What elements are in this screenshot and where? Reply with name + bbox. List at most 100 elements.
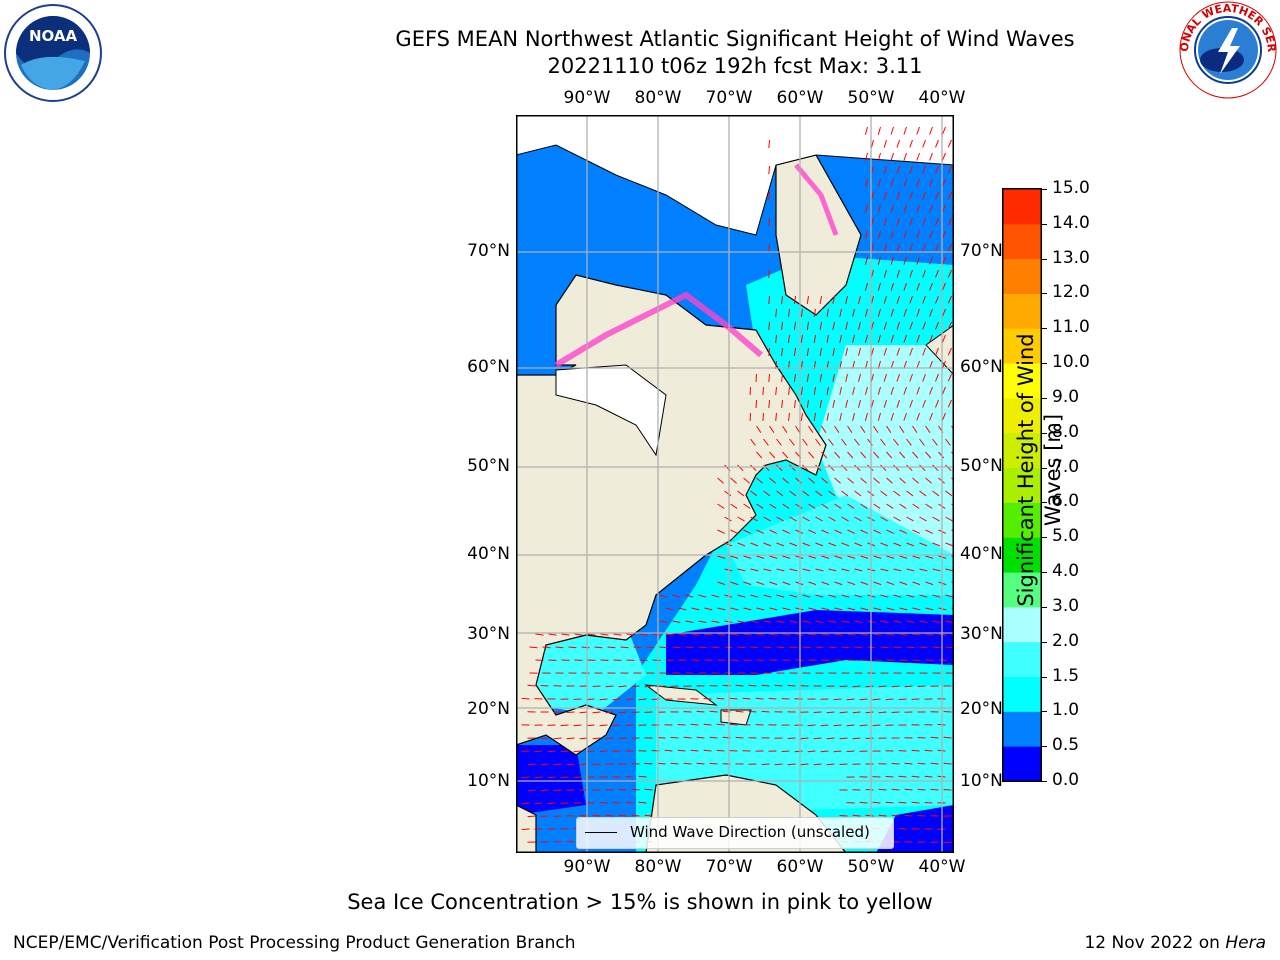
wind-wave-arrow <box>947 165 952 174</box>
wind-wave-arrow <box>743 633 752 636</box>
wind-wave-arrow <box>883 217 887 226</box>
colorbar-segment <box>1003 223 1041 260</box>
wind-wave-arrow <box>573 724 582 727</box>
wind-wave-arrow <box>860 425 866 433</box>
wind-wave-arrow <box>670 762 679 765</box>
wind-wave-arrow <box>808 633 817 636</box>
wind-wave-arrow <box>947 243 952 252</box>
wind-wave-arrow <box>802 594 811 598</box>
wind-wave-arrow <box>794 750 803 753</box>
wind-wave-arrow <box>886 425 892 433</box>
wind-wave-arrow <box>877 308 881 317</box>
wind-wave-arrow <box>807 724 816 727</box>
north-america-land <box>516 115 827 853</box>
wind-wave-arrow <box>891 711 900 713</box>
wind-wave-arrow <box>788 308 790 317</box>
colorbar-tick-label: 3.0 <box>1052 595 1080 616</box>
wind-wave-arrow <box>761 763 770 765</box>
sea-ice-edge <box>554 291 763 368</box>
wind-wave-arrow <box>592 711 601 714</box>
wind-wave-arrow <box>932 568 941 572</box>
wind-wave-arrow <box>860 477 867 484</box>
wind-wave-arrow <box>750 568 759 572</box>
wind-wave-arrow <box>638 775 647 778</box>
wind-wave-arrow <box>743 555 752 559</box>
wind-wave-arrow <box>839 334 842 343</box>
colorbar-tick <box>1042 258 1047 260</box>
wind-wave-arrow <box>903 360 907 369</box>
wind-wave-arrow <box>899 633 908 636</box>
wind-wave-arrow <box>560 724 569 727</box>
wind-wave-arrow <box>592 814 601 817</box>
wind-wave-arrow <box>756 477 763 484</box>
wind-wave-arrow <box>886 633 895 636</box>
wind-wave-arrow <box>756 529 765 534</box>
wind-wave-arrow <box>782 425 788 433</box>
wind-wave-arrow <box>631 711 640 714</box>
wind-wave-arrow <box>521 697 530 700</box>
wind-wave-arrow <box>776 516 784 522</box>
wind-wave-arrow <box>883 243 887 252</box>
legend-line-swatch <box>585 832 617 833</box>
wind-wave-arrow <box>891 788 900 791</box>
wind-wave-arrow <box>877 204 881 213</box>
wind-wave-arrow <box>802 542 811 547</box>
colorbar-tick <box>1042 676 1047 678</box>
wind-wave-arrow <box>787 737 796 739</box>
wind-wave-arrow <box>880 620 889 623</box>
wind-wave-arrow <box>916 152 920 161</box>
wind-wave-arrow <box>826 334 829 343</box>
wind-wave-arrow <box>834 477 841 484</box>
wind-wave-arrow <box>885 698 894 701</box>
lat-label-left: 70°N <box>467 241 510 261</box>
wind-wave-arrow <box>821 477 828 484</box>
wind-wave-arrow <box>782 529 791 534</box>
wind-wave-arrow <box>815 646 824 649</box>
wind-wave-arrow <box>924 775 933 778</box>
wind-wave-arrow <box>873 555 882 559</box>
wind-wave-arrow <box>919 542 928 547</box>
wind-wave-arrow <box>877 412 881 421</box>
wind-wave-arrow <box>839 412 842 421</box>
wind-wave-arrow <box>935 139 939 148</box>
lon-label-bottom: 50°W <box>847 857 895 877</box>
wind-wave-arrow <box>743 503 751 509</box>
colorbar-tick <box>1042 467 1047 469</box>
wind-wave-arrow <box>917 737 926 739</box>
wind-wave-arrow <box>776 646 785 649</box>
wind-wave-arrow <box>883 139 887 148</box>
colorbar-segment <box>1003 293 1041 329</box>
wind-wave-arrow <box>912 477 919 484</box>
wind-wave-arrow <box>890 308 894 317</box>
wind-wave-arrow <box>724 594 733 598</box>
lat-label-right: 30°N <box>960 624 1003 644</box>
wind-wave-arrow <box>947 217 952 226</box>
wind-wave-arrow <box>864 204 868 213</box>
wind-wave-arrow <box>917 685 926 687</box>
colorbar-title: Significant Height of Wind Waves [m] <box>1014 333 1065 607</box>
wind-wave-arrow <box>534 750 543 753</box>
wind-wave-arrow <box>903 256 907 265</box>
wind-wave-arrow <box>854 542 863 547</box>
wind-wave-arrow <box>896 217 900 226</box>
wind-wave-arrow <box>916 126 920 135</box>
cuba-land <box>644 684 718 706</box>
wind-wave-arrow <box>696 762 705 765</box>
wind-wave-arrow <box>841 438 847 446</box>
colorbar-tick-label: 8.0 <box>1052 421 1080 442</box>
lat-label-left: 10°N <box>467 771 510 791</box>
wind-wave-arrow <box>716 749 725 752</box>
wind-wave-arrow <box>534 776 543 779</box>
wind-wave-arrow <box>768 243 770 253</box>
wind-wave-arrow <box>685 620 694 623</box>
wind-wave-arrow <box>781 347 783 356</box>
wind-wave-arrow <box>903 412 907 421</box>
wind-wave-arrow <box>870 373 874 382</box>
wind-wave-arrow <box>813 308 816 317</box>
wind-wave-arrow <box>852 386 855 395</box>
wind-wave-arrow <box>870 269 874 278</box>
wind-wave-arrow <box>883 295 887 304</box>
wind-wave-arrow <box>768 269 770 279</box>
wind-wave-arrow <box>890 152 894 161</box>
colorbar-tick <box>1042 363 1047 365</box>
